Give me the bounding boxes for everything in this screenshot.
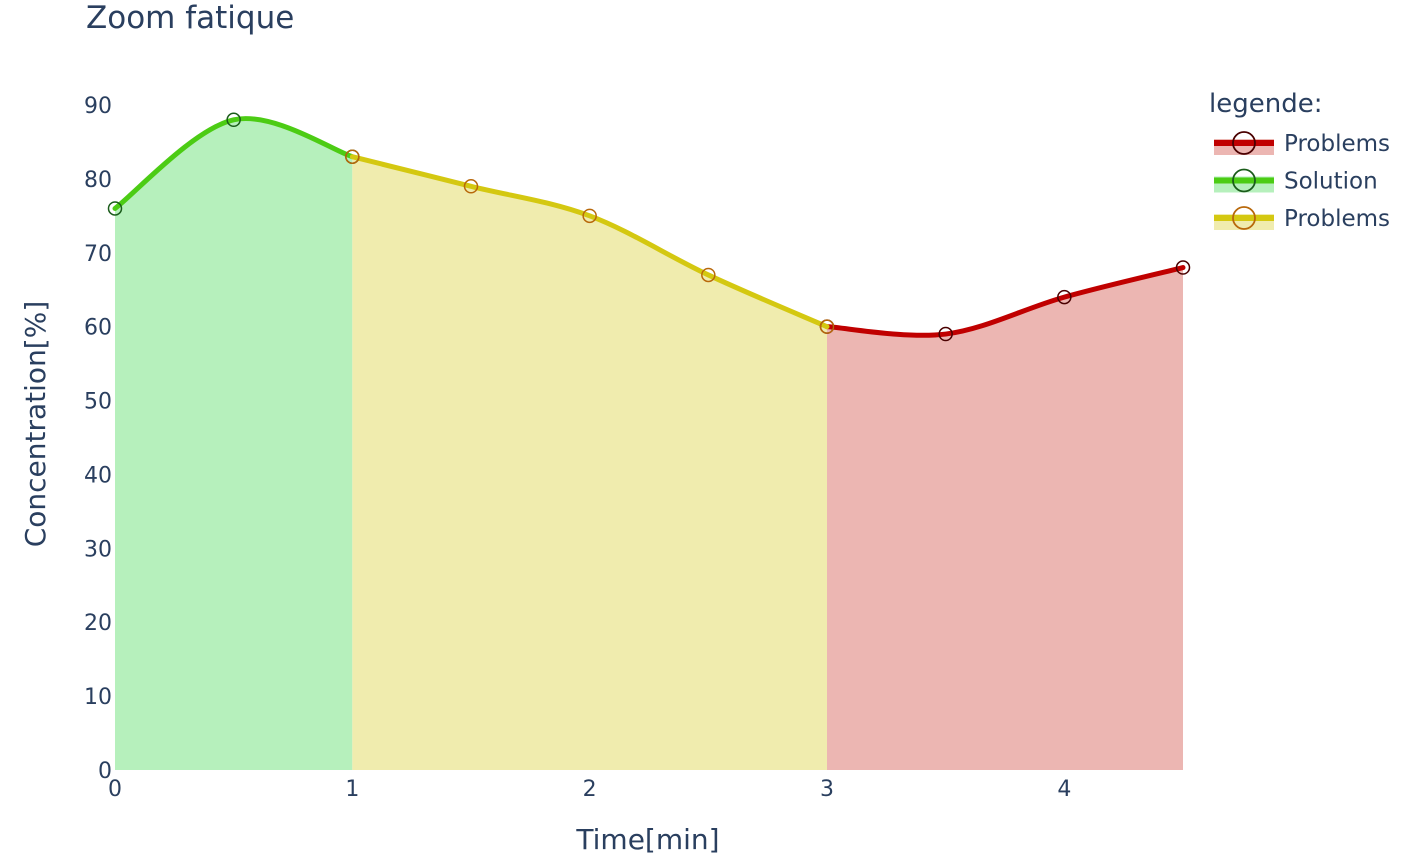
legend-marker-swatch [1232, 168, 1256, 193]
series-1-point-0[interactable] [107, 201, 123, 216]
series-1-fill [115, 118, 353, 771]
series-0-point-2[interactable] [1057, 289, 1072, 305]
x-axis-title: Time[min] [575, 823, 719, 856]
series-2-point-1[interactable] [463, 179, 479, 194]
y-axis-title: Concentration[%] [19, 301, 52, 548]
legend-label: Problems [1284, 206, 1390, 232]
y-tick-label: 10 [84, 685, 112, 710]
x-tick-label: 2 [583, 777, 597, 802]
legend-item-0[interactable]: Problems [1214, 131, 1390, 157]
series-2-point-0[interactable] [345, 149, 360, 164]
chart-title: Zoom fatique [86, 0, 294, 36]
series-0-point-1[interactable] [938, 326, 953, 342]
x-tick-label: 0 [108, 777, 122, 802]
y-tick-label: 70 [84, 242, 112, 267]
series-2-line [349, 154, 830, 330]
series-0-fill [827, 267, 1183, 770]
area-fills [115, 118, 1183, 771]
legend[interactable]: legende: Problems Solution Problems [1209, 89, 1390, 232]
series-1-point-1[interactable] [226, 112, 241, 128]
series-markers [107, 112, 1191, 342]
y-tick-label: 50 [84, 390, 112, 415]
y-tick-label: 90 [84, 94, 112, 119]
y-tick-label: 80 [84, 168, 112, 193]
legend-marker-swatch [1232, 131, 1256, 155]
series-2-point-2[interactable] [582, 208, 597, 224]
x-tick-label: 1 [345, 777, 359, 802]
series-1-line [112, 116, 355, 211]
series-lines [112, 116, 1186, 338]
y-tick-label: 60 [84, 316, 112, 341]
legend-title: legende: [1209, 89, 1322, 119]
series-2-fill [352, 156, 827, 770]
x-tick-label: 3 [820, 777, 834, 802]
x-axis-ticks: 0 1 2 3 4 [108, 777, 1071, 802]
series-0-line [824, 265, 1186, 338]
series-0-point-3[interactable] [1175, 260, 1191, 275]
y-axis-ticks: 0 10 20 30 40 50 60 70 80 90 [84, 94, 112, 784]
series-2-point-4[interactable] [819, 319, 835, 334]
series-2-point-3[interactable] [701, 267, 716, 283]
legend-label: Problems [1284, 131, 1390, 157]
legend-label: Solution [1284, 169, 1378, 195]
y-tick-label: 0 [98, 759, 112, 784]
legend-item-2[interactable]: Problems [1214, 206, 1390, 232]
legend-marker-swatch [1232, 206, 1256, 230]
y-tick-label: 20 [84, 611, 112, 636]
x-tick-label: 4 [1057, 777, 1071, 802]
legend-item-1[interactable]: Solution [1214, 169, 1378, 195]
y-tick-label: 40 [84, 463, 112, 488]
y-tick-label: 30 [84, 537, 112, 562]
